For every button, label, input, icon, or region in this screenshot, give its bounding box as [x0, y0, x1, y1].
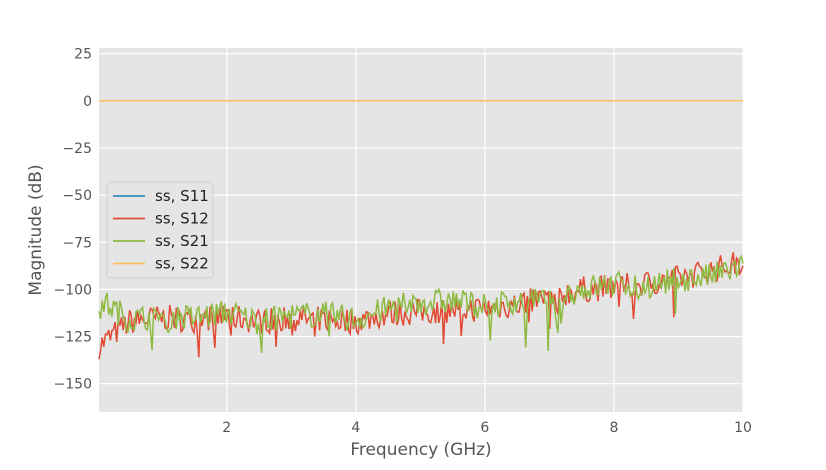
series-line-ss-s21 — [98, 254, 744, 353]
y-axis-label: Magnitude (dB) — [26, 164, 46, 295]
y-tick-label: 0 — [83, 94, 92, 110]
legend-entry-label: ss, S21 — [155, 232, 209, 250]
y-tick-label: −100 — [54, 282, 92, 298]
legend-entry-label: ss, S12 — [155, 210, 209, 228]
legend-entry-label: ss, S11 — [155, 187, 209, 205]
legend-box — [106, 181, 214, 279]
y-tick-label: 25 — [74, 47, 92, 63]
x-tick-label: 2 — [222, 420, 231, 436]
y-tick-label: −125 — [54, 330, 92, 346]
x-tick-label: 8 — [609, 420, 618, 436]
y-tick-label: −75 — [62, 235, 92, 251]
y-ticks: 25 0 −25 −50 −75 −100 −125 −150 — [54, 47, 92, 393]
x-ticks: 2 4 6 8 10 — [222, 420, 752, 436]
y-tick-label: −25 — [62, 141, 92, 157]
x-tick-label: 6 — [480, 420, 489, 436]
x-tick-label: 4 — [351, 420, 360, 436]
y-tick-label: −150 — [54, 377, 92, 393]
x-tick-label: 10 — [734, 420, 752, 436]
y-tick-label: −50 — [62, 188, 92, 204]
legend: ss, S11 ss, S12 ss, S21 ss, S22 — [106, 181, 214, 279]
series-lines — [98, 100, 744, 360]
legend-entry-label: ss, S22 — [155, 255, 209, 273]
x-axis-label: Frequency (GHz) — [350, 440, 491, 460]
